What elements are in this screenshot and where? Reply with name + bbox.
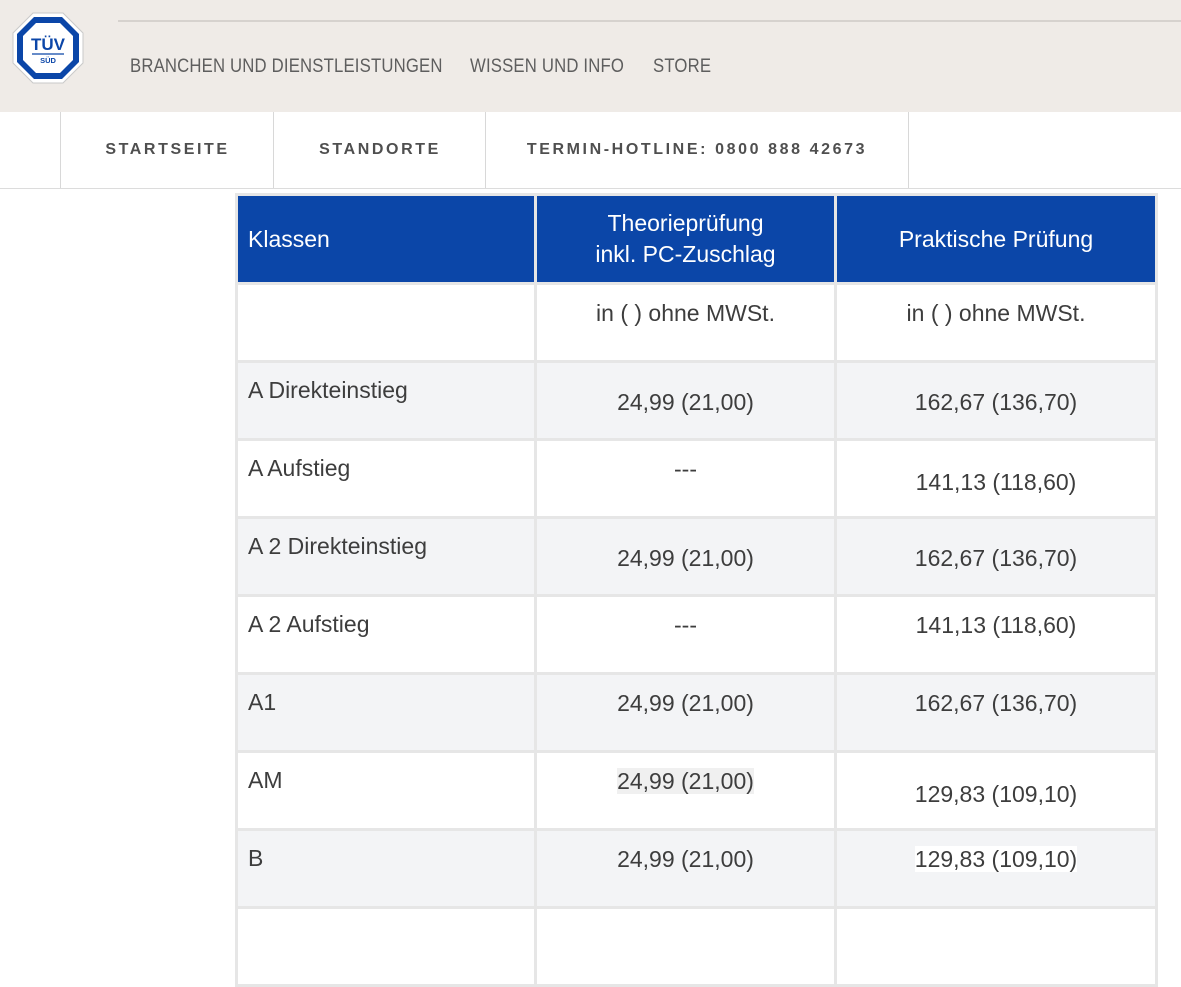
table-cell-praxis-note: in ( ) ohne MWSt. — [837, 285, 1155, 360]
table-cell-theorie: --- — [537, 441, 834, 516]
sub-navigation: STARTSEITE STANDORTE TERMIN-HOTLINE: 080… — [0, 112, 1181, 189]
table-cell-theorie: 24,99 (21,00) — [537, 675, 834, 750]
table-cell-klasse: A 2 Direkteinstieg — [238, 519, 534, 594]
table-cell-klasse: A Aufstieg — [238, 441, 534, 516]
table-cell-theorie: --- — [537, 597, 834, 672]
table-cell-praxis: 162,67 (136,70) — [837, 363, 1155, 438]
table-cell-praxis: 162,67 (136,70) — [837, 675, 1155, 750]
tuv-sud-logo[interactable]: TÜV SÜD — [12, 12, 84, 84]
subnav-startseite[interactable]: STARTSEITE — [60, 112, 274, 188]
table-cell-klasse — [238, 285, 534, 360]
price-table-container: Klassen Theorieprüfung inkl. PC-Zuschlag… — [235, 193, 1158, 987]
table-cell-praxis: 129,83 (109,10) — [837, 831, 1155, 906]
column-header-praktische-pruefung: Praktische Prüfung — [837, 196, 1155, 282]
column-header-theoriepruefung: Theorieprüfung inkl. PC-Zuschlag — [537, 196, 834, 282]
table-row: A Direkteinstieg 24,99 (21,00) 162,67 (1… — [238, 363, 1155, 438]
highlighted-value: 129,83 (109,10) — [914, 846, 1078, 872]
table-cell-praxis: 141,13 (118,60) — [837, 441, 1155, 516]
table-row: A Aufstieg --- 141,13 (118,60) — [238, 441, 1155, 516]
table-row-partial — [238, 909, 1155, 984]
table-cell-praxis: 141,13 (118,60) — [837, 597, 1155, 672]
table-cell-theorie-note: in ( ) ohne MWSt. — [537, 285, 834, 360]
table-cell-praxis: 129,83 (109,10) — [837, 753, 1155, 828]
highlighted-value: 24,99 (21,00) — [617, 768, 754, 794]
top-header: TÜV SÜD BRANCHEN UND DIENSTLEISTUNGEN WI… — [0, 0, 1181, 112]
table-cell-praxis — [837, 909, 1155, 984]
column-header-klassen: Klassen — [238, 196, 534, 282]
table-subheader-row: in ( ) ohne MWSt. in ( ) ohne MWSt. — [238, 285, 1155, 360]
table-row: AM 24,99 (21,00) 129,83 (109,10) — [238, 753, 1155, 828]
table-row: A 2 Aufstieg --- 141,13 (118,60) — [238, 597, 1155, 672]
theorie-header-line1: Theorieprüfung — [607, 210, 764, 236]
table-cell-klasse: AM — [238, 753, 534, 828]
svg-text:SÜD: SÜD — [40, 56, 56, 65]
table-cell-klasse: A1 — [238, 675, 534, 750]
table-cell-klasse: A Direkteinstieg — [238, 363, 534, 438]
subnav-standorte[interactable]: STANDORTE — [273, 112, 486, 188]
table-cell-theorie: 24,99 (21,00) — [537, 519, 834, 594]
table-cell-klasse: B — [238, 831, 534, 906]
nav-wissen-und-info[interactable]: WISSEN UND INFO — [470, 56, 625, 77]
nav-branchen-und-dienstleistungen[interactable]: BRANCHEN UND DIENSTLEISTUNGEN — [130, 56, 443, 77]
price-table: Klassen Theorieprüfung inkl. PC-Zuschlag… — [235, 193, 1158, 987]
logo-octagon-icon: TÜV SÜD — [12, 12, 84, 84]
table-cell-theorie — [537, 909, 834, 984]
subnav-termin-hotline[interactable]: TERMIN-HOTLINE: 0800 888 42673 — [485, 112, 909, 188]
main-navigation: BRANCHEN UND DIENSTLEISTUNGEN WISSEN UND… — [130, 56, 748, 78]
table-row: A1 24,99 (21,00) 162,67 (136,70) — [238, 675, 1155, 750]
table-cell-theorie: 24,99 (21,00) — [537, 753, 834, 828]
table-row: B 24,99 (21,00) 129,83 (109,10) — [238, 831, 1155, 906]
header-divider — [118, 20, 1181, 22]
table-row: A 2 Direkteinstieg 24,99 (21,00) 162,67 … — [238, 519, 1155, 594]
table-cell-praxis: 162,67 (136,70) — [837, 519, 1155, 594]
table-cell-klasse — [238, 909, 534, 984]
table-cell-klasse: A 2 Aufstieg — [238, 597, 534, 672]
table-cell-theorie: 24,99 (21,00) — [537, 831, 834, 906]
table-header-row: Klassen Theorieprüfung inkl. PC-Zuschlag… — [238, 196, 1155, 282]
table-cell-theorie: 24,99 (21,00) — [537, 363, 834, 438]
nav-store[interactable]: STORE — [653, 56, 712, 77]
svg-text:TÜV: TÜV — [31, 35, 66, 54]
theorie-header-line2: inkl. PC-Zuschlag — [595, 241, 776, 267]
